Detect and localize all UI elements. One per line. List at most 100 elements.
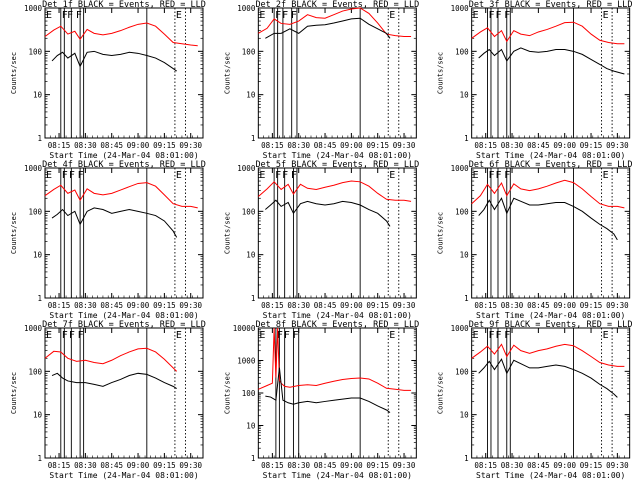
y-tick-label: 10 [33,251,43,260]
chart-title: Det 1f BLACK = Events, RED = LLD [42,0,206,10]
x-tick-label: 08:45 [314,301,337,310]
y-axis-label: Counts/sec [223,212,231,254]
x-tick-label: 09:00 [553,141,576,150]
series-line-events [478,47,625,75]
series-line-events [265,17,391,39]
x-tick-label: 09:00 [340,461,363,470]
x-tick-label: 08:45 [314,461,337,470]
flag-marker-label: E [603,170,609,181]
x-tick-label: 09:15 [153,141,176,150]
series-line-lld [44,22,198,47]
x-tick-label: 09:00 [127,461,150,470]
y-tick-label: 1 [251,294,256,303]
series-line-lld [258,180,412,202]
flag-marker-label: E [46,170,52,181]
flag-marker-label: F [488,170,494,181]
flag-marker-label: E [259,330,265,341]
flag-marker-label: F [78,170,84,181]
y-tick-label: 100 [455,47,469,56]
flag-marker-label: E [603,10,609,21]
flag-marker-label: F [504,330,510,341]
y-tick-label: 10 [460,411,470,420]
chart-title: Det 9f BLACK = Events, RED = LLD [469,320,633,330]
x-tick-label: 09:15 [366,301,389,310]
x-tick-label: 09:15 [153,301,176,310]
x-tick-label: 08:45 [527,301,550,310]
x-tick-label: 09:15 [580,141,603,150]
y-axis-label: Counts/sec [223,372,231,414]
x-tick-label: 08:30 [501,461,524,470]
flag-marker-label: F [69,170,75,181]
y-tick-label: 100 [455,367,469,376]
flag-marker-label: F [62,170,68,181]
y-axis-label: Counts/sec [223,52,231,94]
y-tick-label: 100 [242,207,256,216]
chart-panel-8: Det 8f BLACK = Events, RED = LLD 1 10 100 10… [223,320,419,480]
x-tick-label: 08:45 [100,461,123,470]
y-tick-label: 10 [246,422,256,431]
y-tick-label: 1000 [24,164,43,173]
x-axis-label: Start Time (24-Mar-04 08:01:00) [476,151,625,160]
series-line-events [51,50,177,72]
series-line-events [51,372,177,390]
flag-marker-label: F [282,10,288,21]
flag-marker-label: E [389,170,395,181]
flag-marker-label: F [62,10,68,21]
x-tick-label: 09:15 [366,141,389,150]
y-tick-label: 1 [37,134,42,143]
x-tick-label: 09:00 [553,301,576,310]
x-axis-label: Start Time (24-Mar-04 08:01:00) [263,311,412,320]
x-tick-label: 08:15 [261,141,284,150]
flag-marker-label: E [46,330,52,341]
x-tick-label: 08:30 [74,461,97,470]
x-tick-label: 08:15 [261,301,284,310]
flag-marker-label: F [67,10,73,21]
x-tick-label: 09:15 [366,461,389,470]
series-line-events [265,199,391,227]
x-tick-label: 09:30 [606,141,629,150]
flag-marker-label: F [495,170,501,181]
x-tick-label: 08:15 [474,301,497,310]
y-tick-label: 1 [37,294,42,303]
x-tick-label: 08:45 [314,141,337,150]
x-tick-label: 08:45 [527,141,550,150]
x-axis-label: Start Time (24-Mar-04 08:01:00) [49,471,198,480]
flag-marker-label: F [275,170,281,181]
y-tick-label: 1 [37,454,42,463]
flag-marker-label: E [603,330,609,341]
flag-marker-label: F [282,170,288,181]
flag-marker-label: F [291,170,297,181]
chart-panel-4: Det 4f BLACK = Events, RED = LLD 1 10 100 10… [10,160,206,320]
y-axis-label: Counts/sec [10,372,18,414]
chart-panel-3: Det 3f BLACK = Events, RED = LLD 1 10 100 10… [437,0,633,160]
y-axis-label: Counts/sec [10,212,18,254]
y-tick-label: 1 [251,454,256,463]
y-tick-label: 1 [464,454,469,463]
flag-marker-label: E [259,10,265,21]
flag-marker-label: F [488,330,494,341]
x-tick-label: 08:45 [100,141,123,150]
series-line-lld [44,182,198,209]
plot-frame [44,327,204,459]
x-tick-label: 09:30 [393,141,416,150]
series-line-lld [471,343,625,367]
x-tick-label: 09:30 [606,461,629,470]
x-tick-label: 08:30 [501,301,524,310]
x-tick-label: 09:30 [393,461,416,470]
x-tick-label: 08:45 [527,461,550,470]
x-axis-label: Start Time (24-Mar-04 08:01:00) [476,471,625,480]
flag-marker-label: F [277,330,283,341]
x-tick-label: 09:00 [127,301,150,310]
series-line-events [478,197,618,241]
x-tick-label: 09:00 [127,141,150,150]
y-axis-label: Counts/sec [437,372,445,414]
flag-marker-label: E [473,330,479,341]
x-tick-label: 09:30 [179,461,202,470]
series-line-lld [471,179,625,209]
x-tick-label: 08:15 [474,461,497,470]
series-line-lld [471,21,625,45]
series-line-lld [44,347,178,372]
y-tick-label: 1 [464,294,469,303]
series-line-lld [258,327,412,391]
